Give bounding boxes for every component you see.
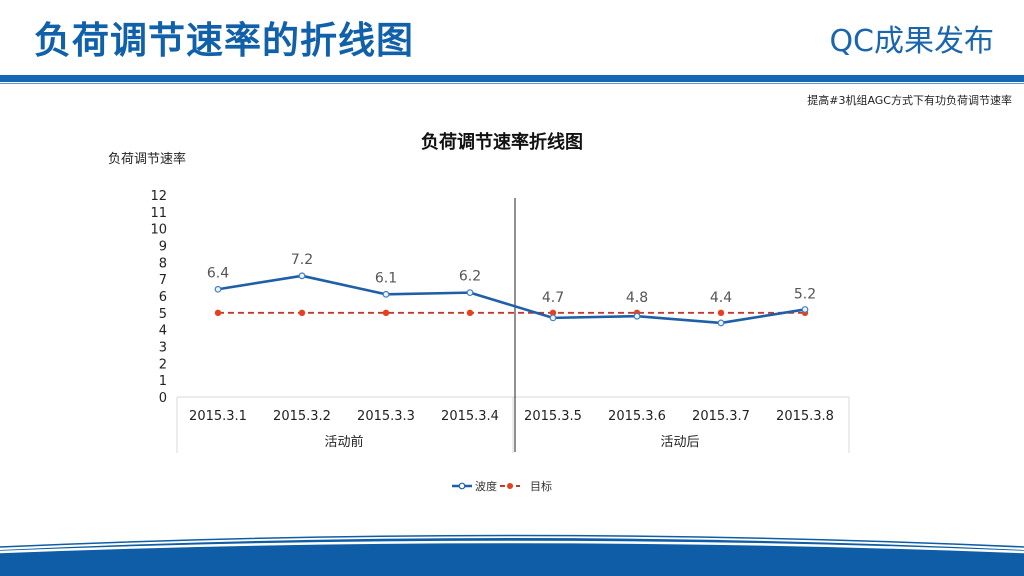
legend-label-wave: 波度 xyxy=(475,479,497,493)
data-point[interactable] xyxy=(214,285,222,293)
legend-circle-marker-icon xyxy=(458,482,466,490)
legend-item-wave[interactable]: 波度 xyxy=(452,479,497,493)
chart-title: 负荷调节速率折线图 xyxy=(421,131,583,153)
series-target xyxy=(214,309,809,317)
header-divider-thin xyxy=(0,83,1024,84)
x-tick-label: 2015.3.4 xyxy=(441,409,499,424)
y-tick-label: 0 xyxy=(159,391,167,406)
page-title: 负荷调节速率的折线图 xyxy=(34,19,414,62)
data-label: 6.1 xyxy=(375,270,397,286)
y-tick-label: 10 xyxy=(150,223,167,238)
y-tick-label: 1 xyxy=(159,374,167,389)
data-point[interactable] xyxy=(717,319,725,327)
y-tick-label: 4 xyxy=(159,324,167,339)
x-tick-label: 2015.3.5 xyxy=(524,409,582,424)
category-axis: 2015.3.1 2015.3.2 2015.3.3 2015.3.4 2015.3.5… xyxy=(176,396,850,453)
legend-dot-marker-icon xyxy=(507,483,513,489)
y-tick-label: 2 xyxy=(159,357,167,372)
data-point[interactable] xyxy=(466,289,474,297)
data-label: 4.4 xyxy=(710,290,732,306)
legend-label-target: 目标 xyxy=(530,479,552,493)
target-point xyxy=(298,309,306,317)
data-point[interactable] xyxy=(549,314,557,322)
data-point[interactable] xyxy=(633,312,641,320)
page-subtitle: 提高#3机组AGC方式下有功负荷调节速率 xyxy=(807,94,1012,107)
data-point[interactable] xyxy=(801,306,809,313)
y-tick-label: 9 xyxy=(159,240,167,255)
y-tick-label: 6 xyxy=(159,290,167,305)
y-tick-label: 12 xyxy=(150,189,167,204)
y-tick-label: 7 xyxy=(159,273,167,288)
target-point xyxy=(214,309,222,317)
data-label: 6.2 xyxy=(459,269,481,285)
x-tick-label: 2015.3.3 xyxy=(357,409,415,424)
series-wave xyxy=(214,272,809,327)
y-axis-label: 负荷调节速率 xyxy=(108,151,186,167)
data-point[interactable] xyxy=(298,272,306,280)
legend-item-target[interactable]: 目标 xyxy=(500,479,552,493)
x-tick-label: 2015.3.1 xyxy=(189,409,247,424)
x-tick-label: 2015.3.6 xyxy=(608,409,666,424)
x-group-label: 活动后 xyxy=(660,435,699,450)
target-point xyxy=(717,309,725,317)
chart-legend: 波度 目标 xyxy=(452,479,552,493)
footer-wave-decoration xyxy=(0,534,1024,576)
y-tick-label: 11 xyxy=(150,206,167,221)
data-labels: 6.4 7.2 6.1 6.2 4.7 4.8 4.4 5.2 xyxy=(207,252,816,306)
y-tick-label: 3 xyxy=(159,341,167,356)
y-tick-label: 5 xyxy=(159,307,167,322)
data-label: 4.7 xyxy=(542,290,564,306)
x-tick-label: 2015.3.8 xyxy=(776,409,834,424)
data-label: 4.8 xyxy=(626,290,648,306)
target-point xyxy=(466,309,474,317)
x-group-label: 活动前 xyxy=(324,434,363,450)
data-label: 5.2 xyxy=(794,286,816,302)
x-tick-label: 2015.3.7 xyxy=(692,409,750,424)
brand-label: QC成果发布 xyxy=(829,24,994,59)
data-label: 7.2 xyxy=(291,252,313,268)
data-point[interactable] xyxy=(382,290,390,298)
target-point xyxy=(549,309,557,317)
header-divider xyxy=(0,75,1024,82)
target-point xyxy=(382,309,390,317)
y-tick-label: 8 xyxy=(159,256,167,271)
data-label: 6.4 xyxy=(207,265,229,281)
x-tick-label: 2015.3.2 xyxy=(273,409,331,424)
